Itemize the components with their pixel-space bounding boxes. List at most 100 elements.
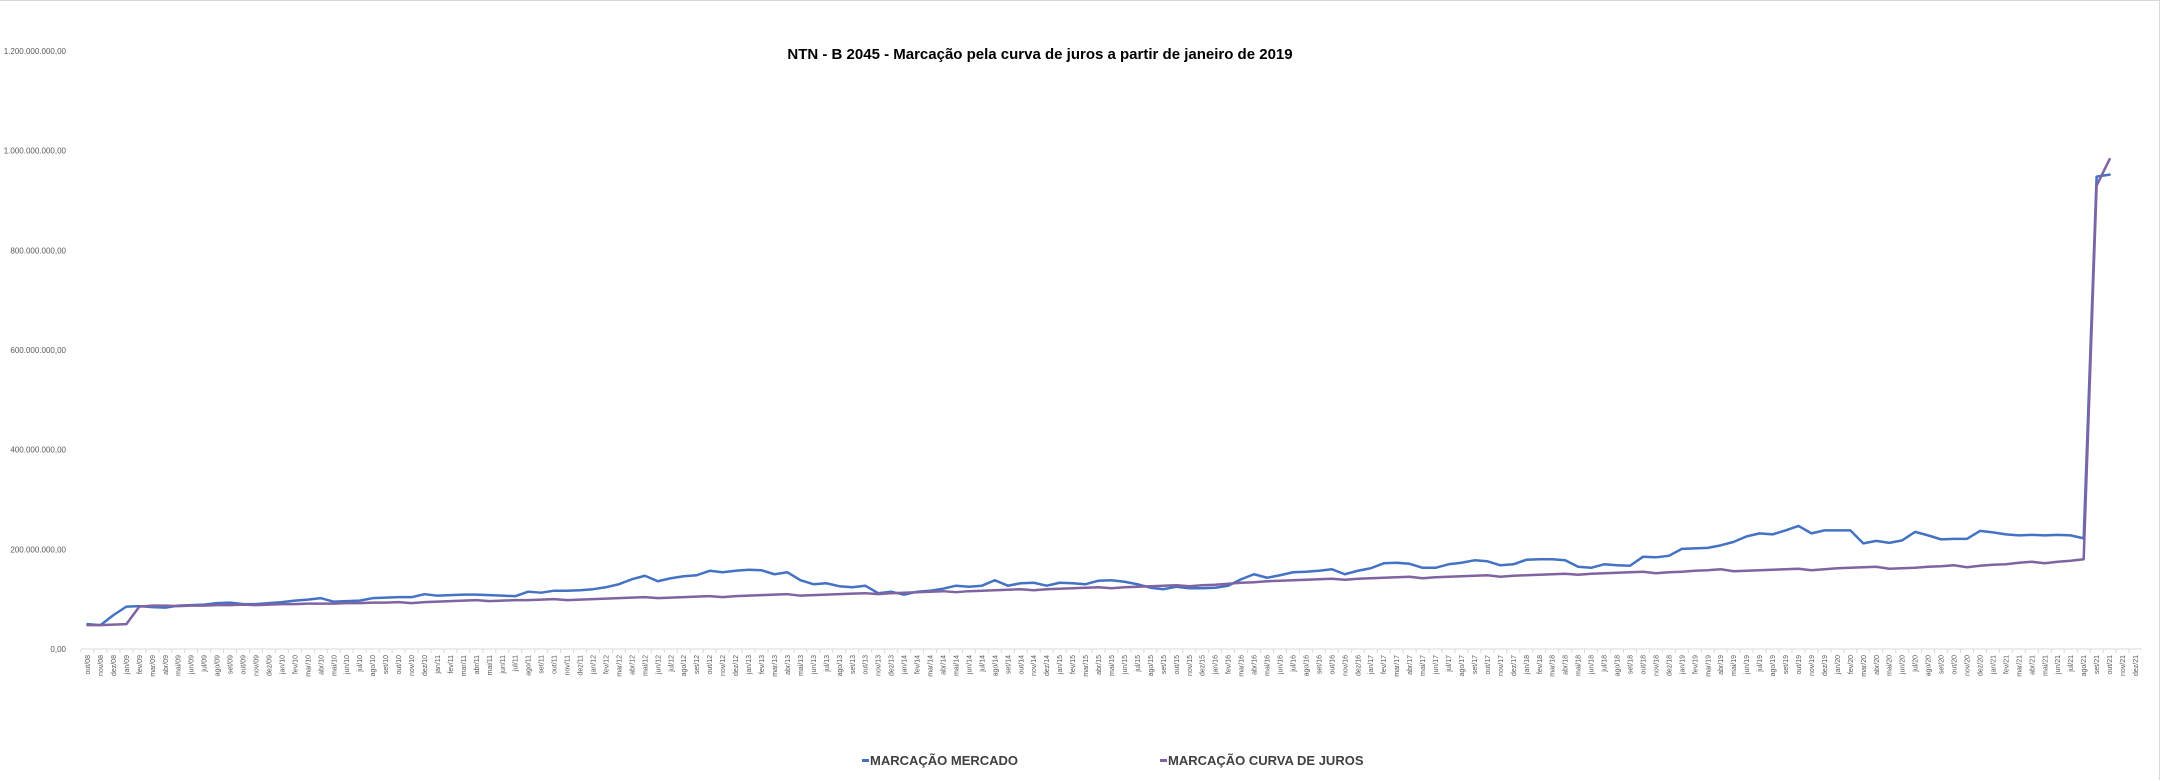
x-tick-label: fev/14 bbox=[915, 655, 922, 674]
series-line-1 bbox=[86, 157, 2111, 627]
x-tick-label: nov/21 bbox=[2120, 655, 2127, 676]
legend-swatch-curva bbox=[1160, 759, 1167, 762]
x-tick-label: dez/14 bbox=[1044, 655, 1051, 676]
x-tick-label: mar/12 bbox=[616, 655, 623, 677]
x-tick-label: jul/09 bbox=[202, 655, 209, 673]
x-tick-label: out/10 bbox=[396, 655, 403, 675]
x-tick-label: abr/12 bbox=[629, 655, 636, 675]
x-tick-label: dez/10 bbox=[422, 655, 429, 676]
y-tick-label: 0,00 bbox=[50, 645, 66, 654]
x-tick-label: fev/15 bbox=[1070, 655, 1077, 674]
x-tick-label: dez/13 bbox=[889, 655, 896, 676]
x-tick-label: jul/20 bbox=[1913, 655, 1920, 673]
x-tick-label: jan/17 bbox=[1368, 655, 1375, 675]
x-tick-label: jun/12 bbox=[655, 655, 662, 675]
x-tick-label: jun/19 bbox=[1744, 655, 1751, 675]
x-tick-label: mai/10 bbox=[331, 655, 338, 676]
x-tick-label: mai/19 bbox=[1731, 655, 1738, 676]
x-tick-label: fev/09 bbox=[137, 655, 144, 674]
x-tick-label: jul/12 bbox=[668, 655, 675, 673]
y-tick-label: 600.000.000,00 bbox=[10, 346, 66, 355]
x-tick-label: jul/18 bbox=[1602, 655, 1609, 673]
x-tick-label: nov/20 bbox=[1965, 655, 1972, 676]
x-tick-label: abr/09 bbox=[163, 655, 170, 675]
y-tick-label: 1.000.000.000,00 bbox=[4, 147, 67, 156]
x-tick-label: mai/12 bbox=[642, 655, 649, 676]
x-tick-label: jun/14 bbox=[966, 655, 973, 675]
x-tick-label: set/19 bbox=[1783, 655, 1790, 674]
legend-label-curva: MARCAÇÃO CURVA DE JUROS bbox=[1168, 753, 1364, 768]
x-tick-label: ago/19 bbox=[1770, 655, 1777, 677]
x-tick-label: nov/16 bbox=[1342, 655, 1349, 676]
series-line-0 bbox=[86, 173, 2111, 627]
x-tick-label: nov/09 bbox=[253, 655, 260, 676]
x-tick-label: jul/19 bbox=[1757, 655, 1764, 673]
x-tick-label: ago/13 bbox=[837, 655, 844, 677]
x-tick-label: ago/18 bbox=[1615, 655, 1622, 677]
x-tick-label: nov/08 bbox=[98, 655, 105, 676]
x-tick-label: mai/18 bbox=[1576, 655, 1583, 676]
x-tick-label: out/11 bbox=[552, 655, 559, 674]
x-tick-label: set/09 bbox=[228, 655, 235, 674]
legend: MARCAÇÃO MERCADO MARCAÇÃO CURVA DE JUROS bbox=[0, 753, 2161, 773]
x-tick-label: dez/20 bbox=[1977, 655, 1984, 676]
y-tick-label: 800.000.000,00 bbox=[10, 246, 66, 255]
x-tick-label: nov/13 bbox=[876, 655, 883, 676]
x-tick-label: abr/16 bbox=[1252, 655, 1259, 675]
x-tick-label: abr/20 bbox=[1874, 655, 1881, 675]
x-tick-label: mar/10 bbox=[305, 655, 312, 677]
x-tick-label: mai/09 bbox=[176, 655, 183, 676]
x-tick-label: jun/15 bbox=[1122, 655, 1129, 675]
x-tick-label: set/16 bbox=[1316, 655, 1323, 674]
x-tick-label: set/20 bbox=[1939, 655, 1946, 674]
x-tick-label: abr/10 bbox=[318, 655, 325, 675]
x-tick-label: jun/09 bbox=[189, 655, 196, 675]
x-tick-label: mar/17 bbox=[1394, 655, 1401, 677]
x-tick-label: fev/10 bbox=[292, 655, 299, 674]
x-tick-label: mar/19 bbox=[1705, 655, 1712, 677]
x-tick-label: abr/11 bbox=[474, 655, 481, 674]
x-tick-label: ago/11 bbox=[526, 655, 533, 676]
x-tick-label: abr/17 bbox=[1407, 655, 1414, 675]
legend-label-mercado: MARCAÇÃO MERCADO bbox=[870, 753, 1019, 768]
x-tick-label: abr/21 bbox=[2029, 655, 2036, 675]
x-tick-label: out/12 bbox=[707, 655, 714, 675]
x-tick-label: set/18 bbox=[1627, 655, 1634, 674]
x-tick-label: jul/17 bbox=[1446, 655, 1453, 673]
x-tick-label: dez/08 bbox=[111, 655, 118, 676]
x-tick-label: ago/21 bbox=[2081, 655, 2088, 677]
x-tick-label: out/19 bbox=[1796, 655, 1803, 675]
x-tick-label: jan/21 bbox=[1990, 655, 1997, 675]
x-tick-label: jun/11 bbox=[500, 655, 507, 675]
x-tick-label: dez/18 bbox=[1666, 655, 1673, 676]
x-tick-label: jul/14 bbox=[979, 655, 986, 673]
x-tick-label: dez/19 bbox=[1822, 655, 1829, 676]
x-tick-label: fev/11 bbox=[448, 655, 455, 674]
x-tick-label: fev/16 bbox=[1226, 655, 1233, 674]
y-tick-label: 200.000.000,00 bbox=[10, 545, 66, 554]
x-tick-label: jan/16 bbox=[1213, 655, 1220, 675]
x-tick-label: jun/20 bbox=[1900, 655, 1907, 675]
x-tick-label: nov/10 bbox=[409, 655, 416, 676]
x-tick-label: mar/15 bbox=[1083, 655, 1090, 677]
x-tick-label: mai/20 bbox=[1887, 655, 1894, 676]
x-tick-label: mar/09 bbox=[150, 655, 157, 677]
x-tick-label: nov/14 bbox=[1031, 655, 1038, 676]
x-tick-label: dez/12 bbox=[733, 655, 740, 676]
x-tick-label: out/20 bbox=[1952, 655, 1959, 675]
x-tick-label: ago/12 bbox=[681, 655, 688, 677]
x-tick-label: dez/17 bbox=[1511, 655, 1518, 676]
x-tick-label: dez/11 bbox=[578, 655, 585, 676]
x-tick-label: fev/12 bbox=[603, 655, 610, 674]
x-tick-label: out/15 bbox=[1174, 655, 1181, 675]
x-tick-label: jun/17 bbox=[1433, 655, 1440, 675]
x-tick-label: mai/21 bbox=[2042, 655, 2049, 676]
x-tick-label: jun/13 bbox=[811, 655, 818, 675]
x-tick-label: jul/10 bbox=[357, 655, 364, 673]
x-tick-label: abr/15 bbox=[1096, 655, 1103, 675]
x-tick-label: fev/13 bbox=[759, 655, 766, 674]
x-tick-label: mai/16 bbox=[1265, 655, 1272, 676]
x-tick-label: nov/17 bbox=[1498, 655, 1505, 676]
